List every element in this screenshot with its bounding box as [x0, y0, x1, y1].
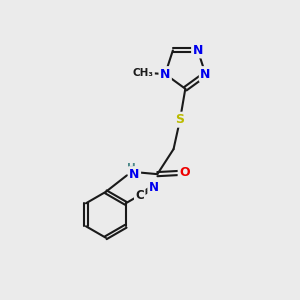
Text: CH₃: CH₃ [133, 68, 154, 78]
Text: N: N [193, 44, 203, 57]
Text: S: S [176, 113, 184, 126]
Text: N: N [149, 181, 159, 194]
Text: N: N [129, 168, 140, 181]
Text: H: H [127, 163, 136, 173]
Text: N: N [200, 68, 211, 81]
Text: C: C [135, 189, 144, 202]
Text: O: O [179, 166, 190, 179]
Text: N: N [160, 68, 170, 81]
